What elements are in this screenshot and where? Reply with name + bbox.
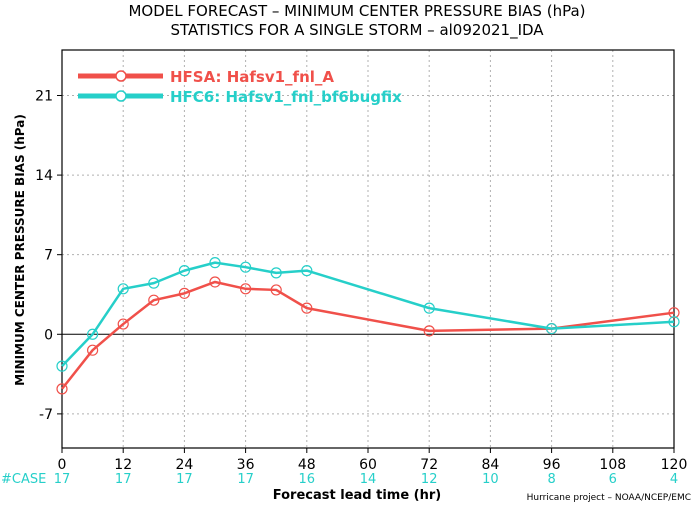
series-2-point	[148, 277, 160, 289]
series-1-point	[240, 283, 252, 295]
series-2-point	[270, 267, 282, 279]
x-tick-label: 84	[481, 457, 499, 473]
series-2-point	[301, 265, 313, 277]
axes: 0 12 24 36 48 60 72 84 96 108 120 -7 0 7 14 21	[35, 88, 687, 473]
legend-marker-1	[115, 70, 127, 82]
series-1-point	[117, 318, 129, 330]
x-tick-label: 72	[420, 457, 438, 473]
series-1-point	[148, 294, 160, 306]
legend-marker-2	[115, 90, 127, 102]
case-count: 14	[360, 472, 377, 487]
case-count: 8	[547, 472, 555, 487]
series-1-point	[423, 325, 435, 337]
case-count: 17	[54, 472, 71, 487]
case-count: 10	[482, 472, 499, 487]
data-series	[56, 257, 680, 395]
case-count: 17	[237, 472, 254, 487]
case-count: 17	[176, 472, 193, 487]
series-2-point	[423, 302, 435, 314]
series-2-point	[178, 265, 190, 277]
series-1-point	[301, 302, 313, 314]
series-2-point	[545, 323, 558, 335]
case-label: #CASE	[1, 472, 46, 487]
y-tick-label: 0	[44, 327, 53, 343]
case-count: 17	[115, 472, 132, 487]
series-2-point	[56, 360, 68, 372]
chart-title: MODEL FORECAST – MINIMUM CENTER PRESSURE…	[128, 2, 585, 20]
case-count: 6	[609, 472, 617, 487]
x-tick-label: 108	[599, 457, 626, 473]
x-axis-label: Forecast lead time (hr)	[273, 488, 441, 503]
series-1-point	[209, 276, 221, 288]
series-1-point	[178, 287, 190, 299]
y-axis-label: MINIMUM CENTER PRESSURE BIAS (hPa)	[13, 114, 27, 386]
chart-subtitle: STATISTICS FOR A SINGLE STORM – al092021…	[170, 21, 544, 40]
case-count: 4	[670, 472, 678, 487]
series-2-point	[117, 283, 129, 295]
case-count: 16	[299, 472, 316, 487]
y-tick-label: 21	[35, 88, 53, 104]
series-2-point	[668, 316, 680, 328]
series-1-point	[56, 383, 68, 395]
y-tick-label: -7	[39, 407, 53, 423]
series-line-2	[61, 261, 675, 367]
x-tick-label: 48	[298, 457, 316, 473]
series-2-point	[209, 257, 221, 269]
x-tick-label: 12	[114, 457, 132, 473]
x-tick-label: 0	[58, 457, 67, 473]
series-line-1	[61, 280, 675, 390]
series-2-point	[86, 328, 99, 340]
legend: HFSA: Hafsv1_fnl_A HFC6: Hafsv1_fnl_bf6bu…	[78, 68, 402, 106]
grid-lines	[62, 50, 674, 448]
series-1-point	[668, 307, 680, 319]
series-1-point	[86, 344, 99, 356]
case-counts: 17 17 17 17 16 14 12 10 8 6 4	[54, 472, 678, 487]
credit-text: Hurricane project – NOAA/NCEP/EMC	[527, 493, 691, 503]
x-tick-label: 120	[661, 457, 688, 473]
series-1-point	[270, 284, 282, 296]
series-2-point	[240, 261, 252, 273]
case-count: 12	[421, 472, 438, 487]
plot-frame	[61, 49, 675, 449]
x-tick-label: 60	[359, 457, 377, 473]
y-tick-label: 7	[44, 248, 53, 264]
x-tick-label: 36	[237, 457, 255, 473]
x-tick-label: 24	[175, 457, 193, 473]
legend-label-1: HFSA: Hafsv1_fnl_A	[170, 68, 334, 86]
y-tick-label: 14	[35, 168, 53, 184]
x-tick-label: 96	[543, 457, 561, 473]
legend-label-2: HFC6: Hafsv1_fnl_bf6bugfix	[170, 88, 402, 106]
